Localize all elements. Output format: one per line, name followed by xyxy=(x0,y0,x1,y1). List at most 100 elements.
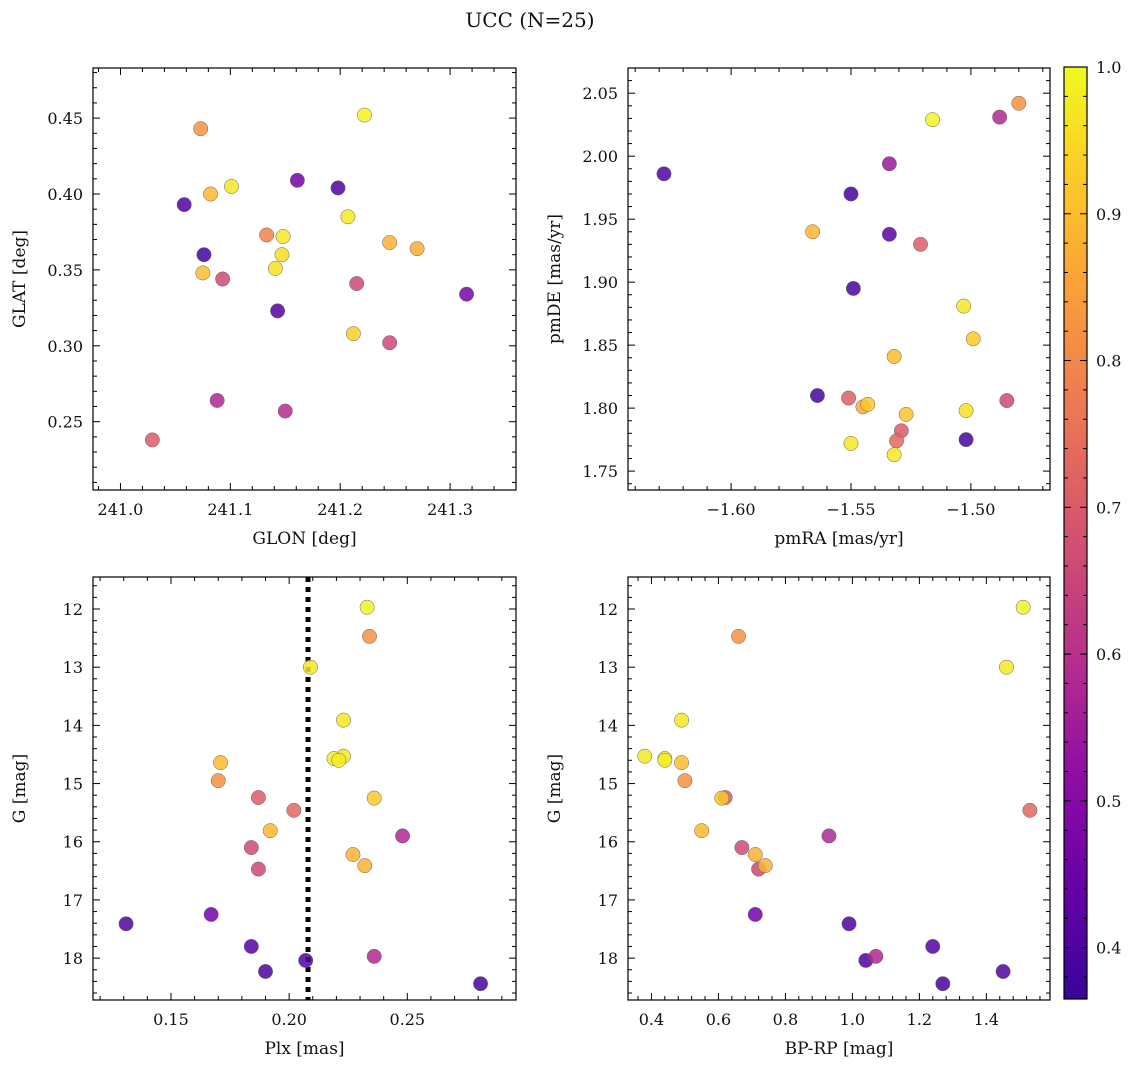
scatter-point xyxy=(144,432,160,448)
x-axis-label: Plx [mas] xyxy=(264,1039,344,1059)
scatter-point xyxy=(999,393,1015,409)
scatter-point xyxy=(995,964,1011,979)
scatter-point xyxy=(270,303,286,319)
x-tick-label: 0.15 xyxy=(153,1010,189,1029)
scatter-point xyxy=(657,752,673,768)
scatter-point xyxy=(196,247,212,263)
scatter-point xyxy=(258,964,273,979)
scatter-point xyxy=(935,976,951,992)
scatter-point xyxy=(331,752,347,768)
x-tick-label: 1.4 xyxy=(974,1010,999,1029)
scatter-point xyxy=(250,861,266,877)
y-tick-label: 13 xyxy=(598,658,618,677)
y-tick-label: 15 xyxy=(598,775,618,794)
x-tick-label: −1.50 xyxy=(946,500,995,519)
scatter-point xyxy=(637,748,653,764)
panel-frame xyxy=(627,576,1051,1001)
y-tick-label: 14 xyxy=(63,716,83,735)
scatter-point xyxy=(868,948,884,964)
colorbar: 0.4 0.5 0.6 0.7 0.8 0.9 1.0 xyxy=(1063,58,1121,1000)
scatter-point xyxy=(999,659,1014,675)
y-tick-label: 1.80 xyxy=(582,399,618,418)
y-tick-label: 15 xyxy=(63,775,83,794)
scatter-point xyxy=(1011,95,1027,111)
y-tick-label: 14 xyxy=(598,716,618,735)
scatter-point xyxy=(275,229,291,244)
scatter-point xyxy=(356,107,372,123)
x-tick-label: −1.60 xyxy=(707,500,756,519)
scatter-point xyxy=(677,773,693,789)
colorbar-tick-label: 0.6 xyxy=(1096,645,1121,664)
points xyxy=(656,95,1027,463)
scatter-point xyxy=(359,599,375,615)
panel-1: 241.0 241.1 241.2 241.3 0.25 0.30 0.35 0.40 0.45… xyxy=(10,67,517,549)
x-axis-label: BP-RP [mag] xyxy=(785,1039,894,1059)
scatter-point xyxy=(886,447,902,463)
panel-frame xyxy=(92,67,517,491)
points xyxy=(118,599,489,992)
scatter-point xyxy=(965,331,981,347)
scatter-point xyxy=(395,828,411,844)
scatter-point xyxy=(345,326,361,342)
scatter-point xyxy=(958,432,974,448)
scatter-point xyxy=(845,280,861,296)
scatter-point xyxy=(362,628,377,644)
x-tick-label: 0.25 xyxy=(389,1010,425,1029)
scatter-point xyxy=(274,247,290,263)
scatter-point xyxy=(213,755,229,771)
scatter-point xyxy=(898,406,914,422)
scatter-point xyxy=(459,286,475,302)
x-tick-label: 0.20 xyxy=(271,1010,307,1029)
scatter-point xyxy=(881,156,897,172)
scatter-point xyxy=(366,790,382,806)
scatter-point xyxy=(302,659,318,675)
scatter-point xyxy=(731,628,746,644)
x-axis-label: GLON [deg] xyxy=(252,529,356,549)
y-axis-label: pmDE [mas/yr] xyxy=(545,214,565,344)
y-tick-label: 1.85 xyxy=(582,336,618,355)
y-tick-label: 0.40 xyxy=(47,185,83,204)
scatter-point xyxy=(286,802,302,818)
panel-frame xyxy=(92,576,517,1001)
scatter-point xyxy=(734,840,750,856)
panel-4: 0.4 0.6 0.8 1.0 1.2 1.4 12 13 14 15 16 17 18 BP-RP [m… xyxy=(545,576,1051,1059)
scatter-point xyxy=(1015,599,1031,615)
y-tick-label: 2.05 xyxy=(582,84,618,103)
x-axis-label: pmRA [mas/yr] xyxy=(774,529,903,549)
y-tick-label: 0.25 xyxy=(47,413,83,432)
scatter-point xyxy=(357,858,373,874)
y-tick-label: 2.00 xyxy=(582,147,618,166)
colorbar-tick-label: 0.8 xyxy=(1096,352,1121,371)
scatter-point xyxy=(349,276,365,292)
scatter-panels: 241.0 241.1 241.2 241.3 0.25 0.30 0.35 0.40 0.45… xyxy=(10,67,1051,1059)
colorbar-tick-label: 0.4 xyxy=(1096,939,1121,958)
scatter-point xyxy=(298,952,314,968)
scatter-point xyxy=(409,241,425,257)
scatter-point xyxy=(277,403,293,419)
scatter-point xyxy=(336,712,351,728)
scatter-point xyxy=(250,790,266,805)
colorbar-tick-label: 0.5 xyxy=(1096,792,1121,811)
x-tick-label: 1.2 xyxy=(907,1010,932,1029)
scatter-point xyxy=(805,224,821,240)
y-tick-label: 17 xyxy=(598,891,618,910)
y-axis-label: GLAT [deg] xyxy=(10,230,30,328)
scatter-point xyxy=(714,790,730,806)
y-axis-label: G [mag] xyxy=(10,754,30,823)
scatter-point xyxy=(841,916,857,932)
x-tick-label: 0.8 xyxy=(773,1010,798,1029)
y-tick-label: 12 xyxy=(598,600,618,619)
x-tick-label: −1.55 xyxy=(826,500,875,519)
y-tick-label: 1.95 xyxy=(582,210,618,229)
scatter-point xyxy=(382,235,398,251)
scatter-point xyxy=(330,180,346,196)
scatter-point xyxy=(860,396,876,412)
scatter-point xyxy=(473,976,489,992)
scatter-point xyxy=(889,433,904,449)
colorbar-tick-label: 1.0 xyxy=(1096,58,1121,77)
scatter-point xyxy=(843,186,859,202)
panel-3: 0.15 0.20 0.25 12 13 14 15 16 17 18 Plx [mas] G [ma… xyxy=(10,576,517,1059)
y-tick-label: 18 xyxy=(598,949,618,968)
scatter-point xyxy=(223,178,239,194)
scatter-point xyxy=(674,755,690,771)
